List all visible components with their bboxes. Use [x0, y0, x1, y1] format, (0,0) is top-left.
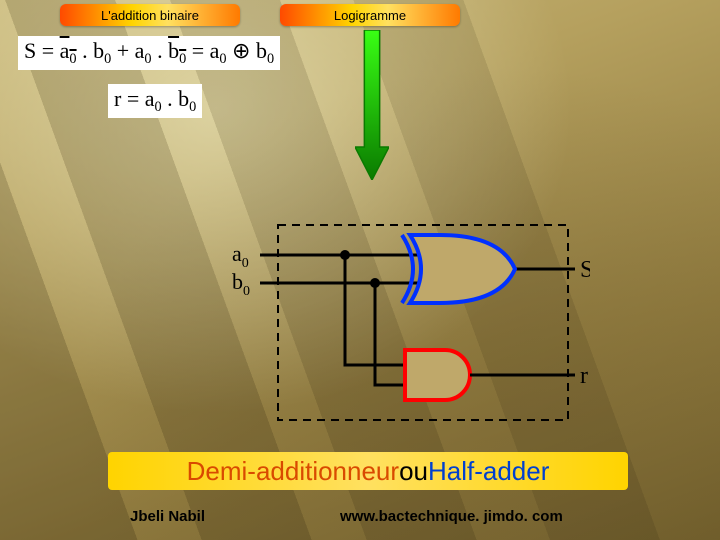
xor-gate — [410, 235, 515, 303]
formula-carry: r = a0 . b0 — [108, 84, 202, 118]
header-right-label: Logigramme — [334, 8, 406, 23]
footer-author: Jbeli Nabil — [130, 508, 205, 525]
formula-sum: S = a0 . b0 + a0 . b0 = a0 ⊕ b0 — [18, 36, 280, 70]
down-arrow — [355, 30, 389, 180]
svg-text:r: r — [580, 363, 588, 389]
caption-left: Demi-additionneur — [187, 456, 399, 487]
svg-text:b0: b0 — [232, 269, 250, 299]
and-gate — [405, 350, 470, 400]
header-left-pill: L'addition binaire — [60, 4, 240, 26]
logic-diagram: a0b0 Sr — [120, 215, 590, 435]
header-right-pill: Logigramme — [280, 4, 460, 26]
caption-mid: ou — [399, 456, 428, 487]
caption-right: Half-adder — [428, 456, 549, 487]
slide: L'addition binaire Logigramme S = a0 . b… — [0, 0, 720, 540]
svg-text:a0: a0 — [232, 241, 249, 271]
svg-text:S: S — [580, 257, 590, 283]
footer-url: www.bactechnique. jimdo. com — [340, 508, 563, 525]
header-left-label: L'addition binaire — [101, 8, 199, 23]
caption-box: Demi-additionneur ou Half-adder — [108, 452, 628, 490]
